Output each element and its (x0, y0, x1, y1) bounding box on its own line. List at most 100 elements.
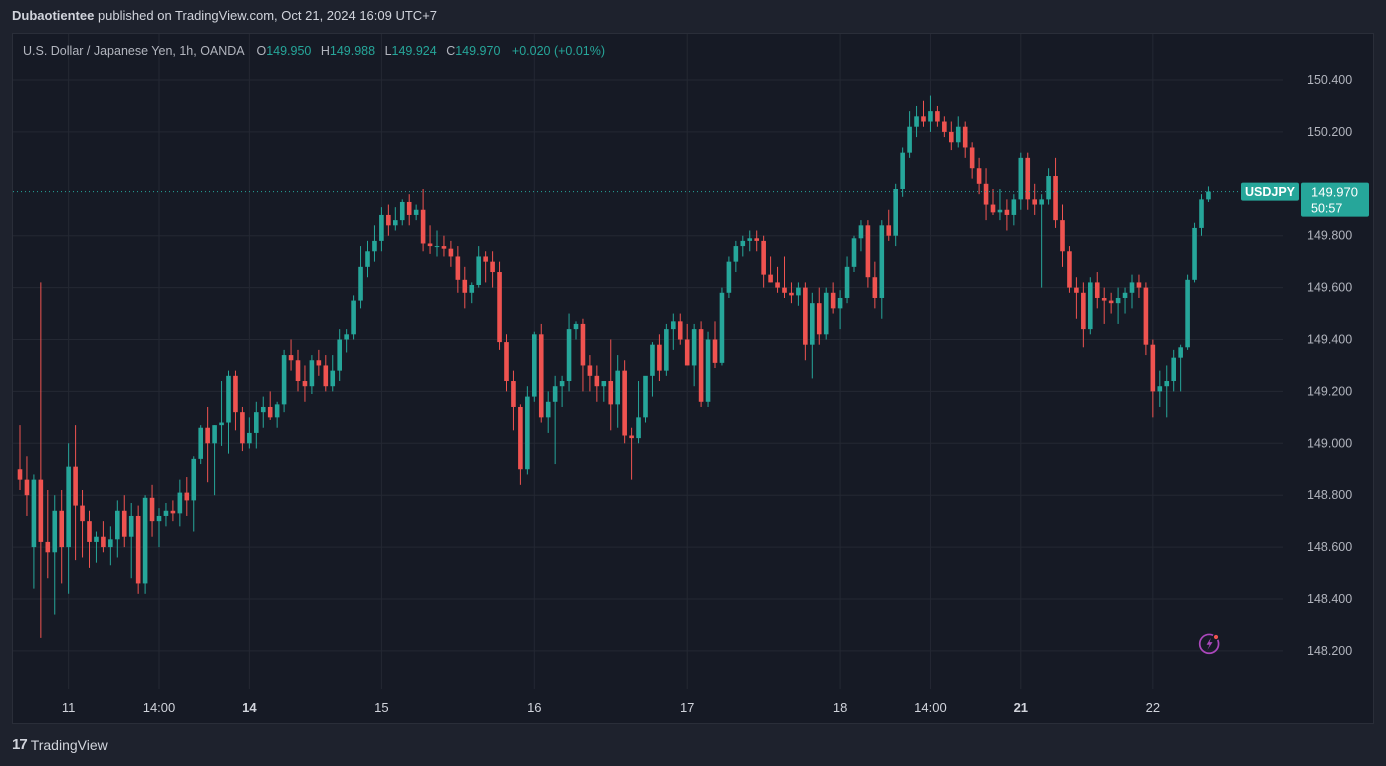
candle-body (1206, 191, 1211, 200)
candle-body (135, 515, 141, 584)
y-tick-label: 148.800 (1307, 488, 1352, 502)
candle-body (740, 240, 746, 247)
candle-body (393, 220, 398, 226)
candle-body (789, 292, 794, 296)
candle-body (149, 497, 155, 522)
candle-body (580, 323, 586, 366)
high-value: 149.988 (329, 44, 376, 58)
candle-body (59, 510, 64, 548)
candle-body (511, 381, 516, 407)
x-tick-label: 14:00 (143, 700, 176, 715)
candle-body (128, 515, 134, 537)
candle-body (108, 539, 113, 548)
candle-body (302, 381, 308, 387)
tradingview-logo[interactable]: 17 TradingView (12, 736, 108, 753)
candle-body (497, 272, 502, 343)
candle-body (337, 339, 342, 371)
candle-body (1136, 282, 1142, 288)
candle-body (1143, 287, 1149, 345)
candle-body (816, 303, 822, 335)
chart-panel[interactable]: 150.400 150.200 149.800 149.600 149.400 149.2… (12, 33, 1374, 724)
candle-body (115, 510, 120, 540)
candle-body (233, 375, 238, 413)
candle-body (1046, 176, 1051, 200)
candle-body (462, 279, 468, 293)
candle-body (879, 225, 885, 298)
candle-body (372, 240, 377, 252)
symbol-description[interactable]: U.S. Dollar / Japanese Yen, 1h, OANDA (23, 44, 244, 58)
lightning-icon[interactable] (1198, 631, 1222, 655)
candle-body (247, 432, 252, 444)
candlestick-chart[interactable]: 150.400 150.200 149.800 149.600 149.400 149.2… (13, 34, 1374, 724)
close-value: 149.970 (455, 44, 501, 58)
candle-body (872, 277, 878, 298)
candle-body (928, 111, 933, 122)
candle-body (615, 370, 620, 405)
candle-body (309, 360, 315, 387)
candle-body (490, 261, 495, 273)
candle-body (1185, 279, 1190, 348)
candle-body (1157, 386, 1163, 392)
price-label (1301, 182, 1369, 217)
candle-body (830, 292, 836, 309)
candle-body (851, 238, 857, 267)
candle-body (552, 386, 558, 402)
candle-body (358, 266, 363, 301)
low-value: 149.924 (391, 44, 437, 58)
candle-body (608, 381, 614, 405)
candle-body (914, 116, 919, 127)
candle-body (900, 152, 905, 189)
candle-body (559, 381, 565, 387)
candle-body (1088, 282, 1093, 330)
candle-body (726, 261, 732, 293)
candle-body (636, 417, 641, 439)
candle-body (1053, 176, 1058, 221)
candle-body (907, 126, 912, 153)
candle-body (142, 497, 148, 584)
candle-body (316, 360, 322, 366)
candle-body (469, 285, 475, 293)
candle-body (983, 183, 989, 205)
candle-body (657, 344, 662, 371)
candle-body (274, 404, 280, 418)
y-tick-label: 149.400 (1307, 333, 1352, 347)
candle-body (386, 214, 391, 226)
change-value: +0.020 (+0.01%) (511, 44, 606, 58)
y-tick-label: 150.200 (1307, 125, 1352, 139)
candle-body (893, 188, 898, 236)
candle-body (719, 292, 725, 363)
candle-body (1081, 292, 1086, 330)
x-tick-label: 14:00 (914, 700, 947, 715)
candle-body (351, 300, 356, 335)
candle-body (962, 126, 968, 148)
candle-body (990, 204, 996, 213)
author-name[interactable]: Dubaotientee (12, 8, 95, 23)
candle-body (170, 510, 176, 514)
candle-body (281, 355, 287, 405)
candle-body (969, 147, 975, 169)
candle-body (441, 246, 447, 249)
candle-body (1192, 227, 1197, 280)
candle-body (156, 515, 162, 522)
candle-body (1129, 282, 1135, 293)
candle-body (1039, 199, 1044, 205)
y-tick-label: 148.400 (1307, 592, 1352, 606)
candle-body (518, 406, 523, 470)
brand-name: TradingView (30, 736, 108, 753)
candle-body (733, 246, 739, 262)
candle-body (1150, 344, 1156, 392)
candle-body (73, 466, 78, 506)
candle-body (1178, 347, 1183, 358)
candle-body (191, 458, 197, 501)
candle-body (754, 238, 759, 241)
candle-body (295, 360, 301, 382)
countdown-value: 50:57 (1311, 202, 1342, 216)
candle-body (1171, 357, 1176, 382)
candle-body (267, 406, 273, 418)
candle-body (1018, 157, 1024, 200)
tradingview-logo-icon: 17 (12, 736, 28, 753)
candle-body (323, 365, 329, 387)
x-tick-label: 11 (62, 700, 76, 715)
candle-body (330, 370, 336, 387)
candle-body (1115, 297, 1121, 304)
